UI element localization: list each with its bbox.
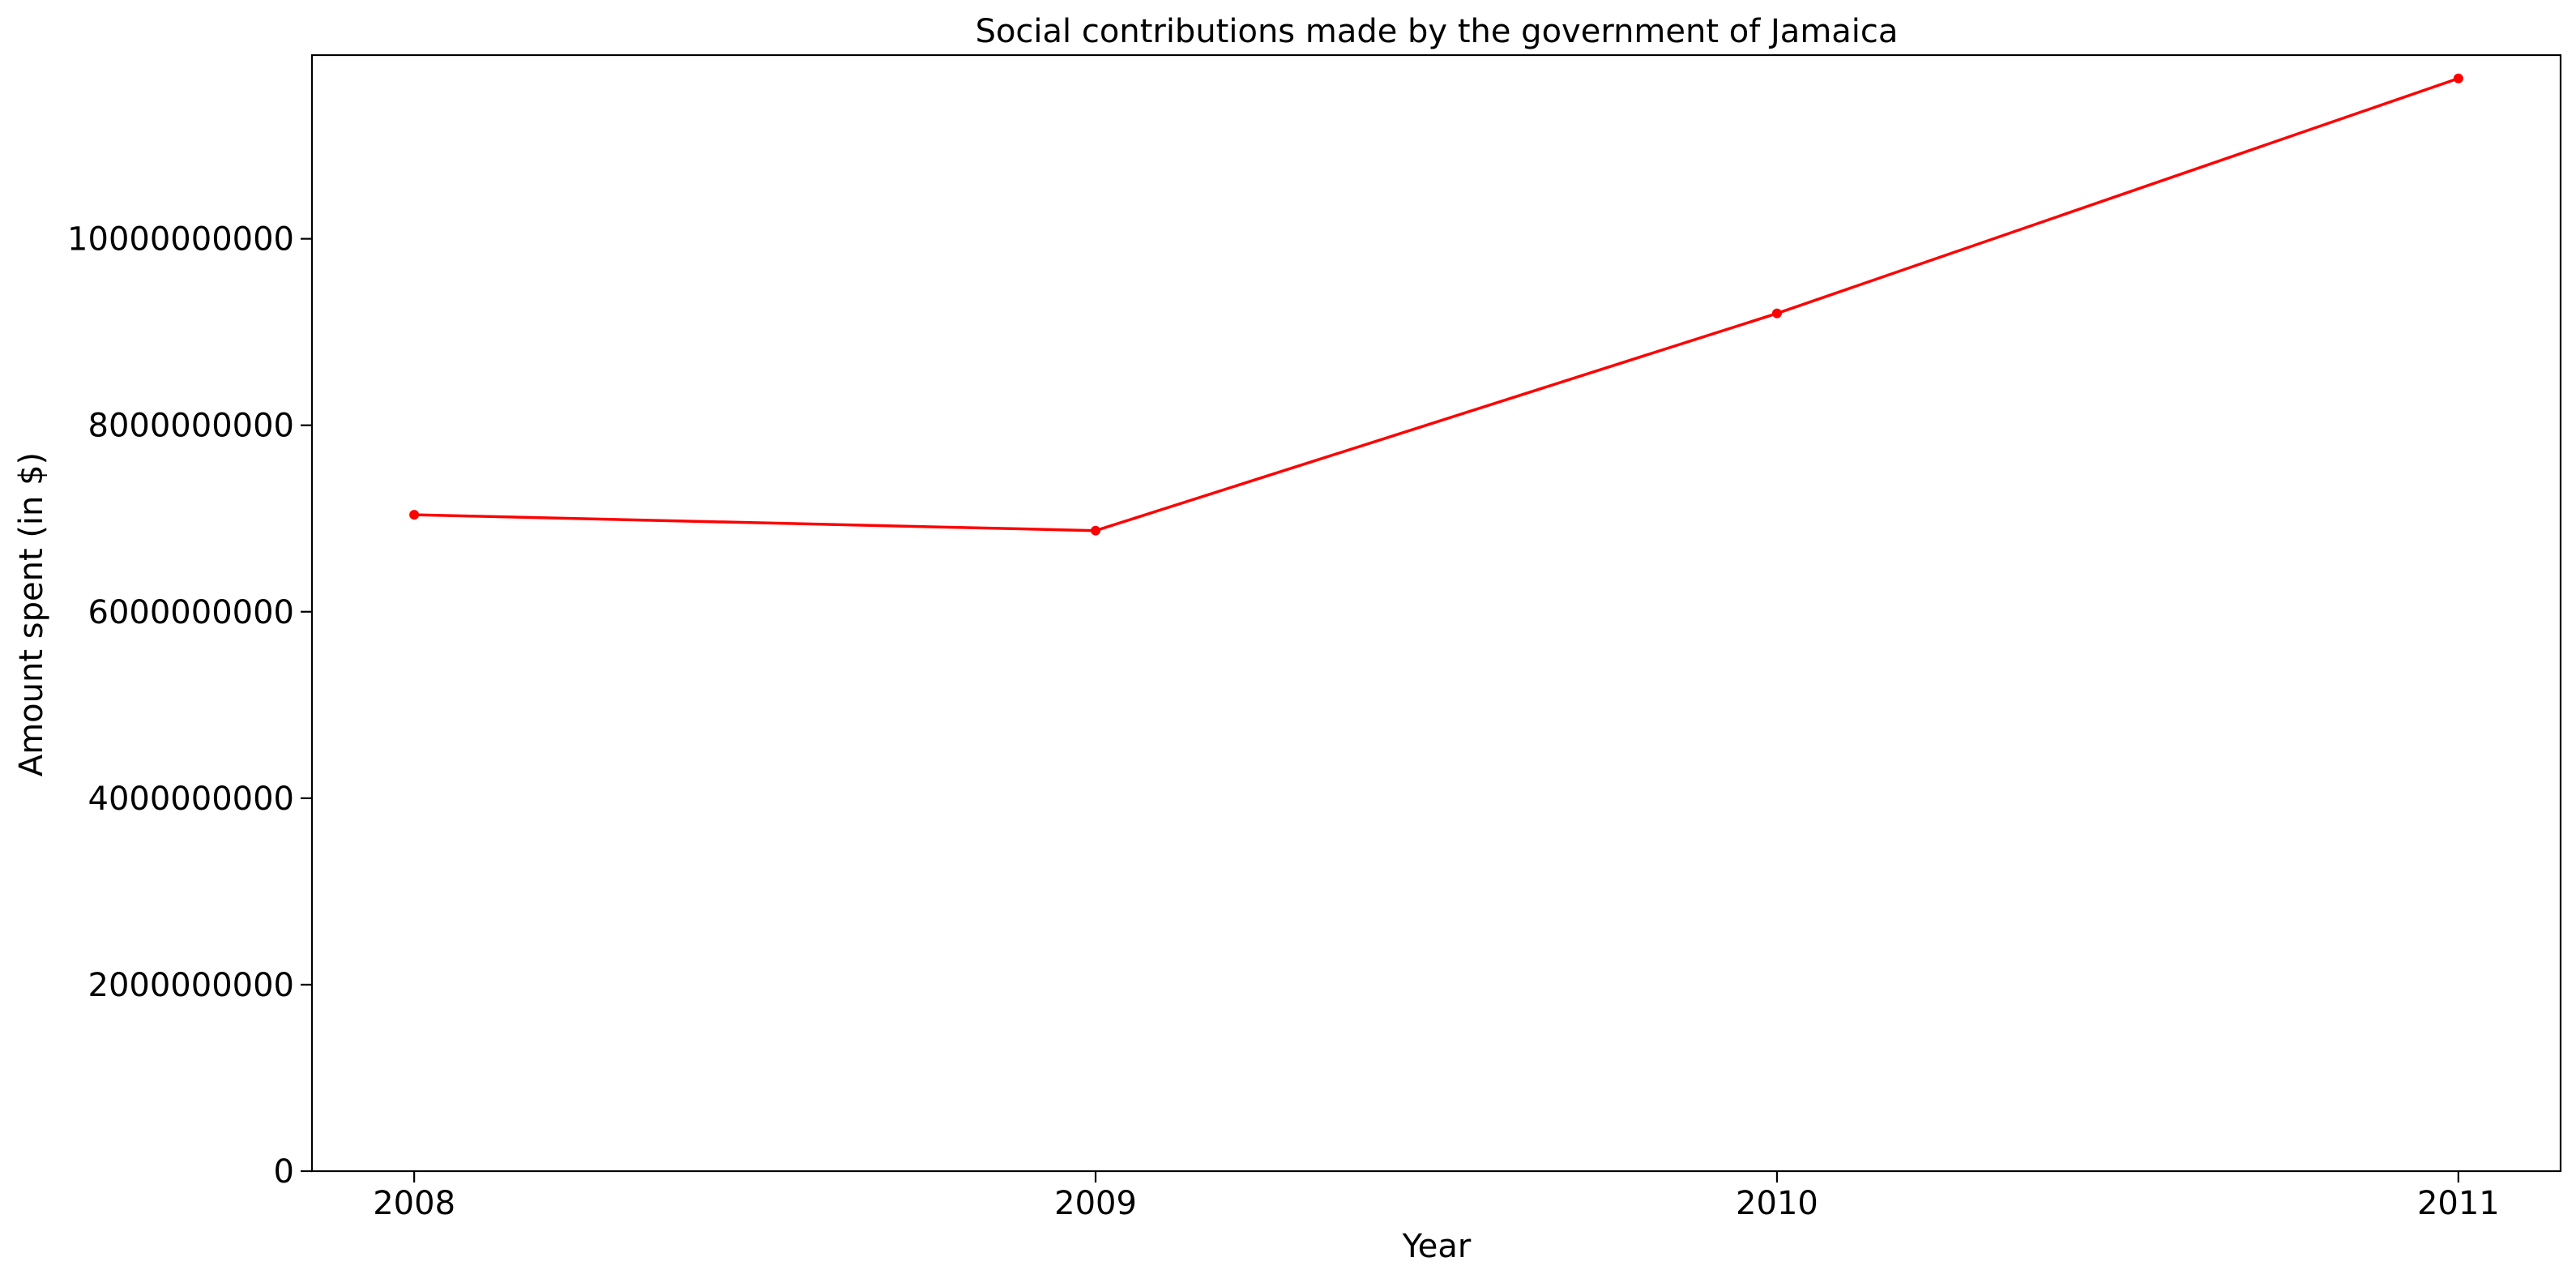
y-tick-label: 8000000000 xyxy=(88,408,295,445)
y-tick-label: 4000000000 xyxy=(88,780,295,818)
y-tick-label: 6000000000 xyxy=(88,594,295,631)
y-axis-label: Amount spent (in $) xyxy=(13,452,50,776)
data-point xyxy=(1771,308,1782,319)
plot-area: 0 2000000000 4000000000 6000000000 800000000… xyxy=(67,53,2562,1222)
x-tick-label: 2010 xyxy=(1736,1185,1818,1222)
data-point xyxy=(2453,73,2463,83)
x-axis-label: Year xyxy=(1402,1228,1472,1265)
series-line xyxy=(412,77,2460,532)
chart-title: Social contributions made by the governm… xyxy=(976,13,1899,50)
y-tick-label: 0 xyxy=(274,1153,294,1191)
x-tick-label: 2009 xyxy=(1054,1185,1137,1222)
y-tick-label: 2000000000 xyxy=(88,967,295,1004)
y-tick-label: 10000000000 xyxy=(67,221,294,259)
plot-frame xyxy=(310,53,2562,1173)
x-tick-label: 2011 xyxy=(2417,1185,2500,1222)
data-point xyxy=(409,510,420,520)
x-tick-label: 2008 xyxy=(373,1185,455,1222)
data-point xyxy=(1091,525,1101,536)
